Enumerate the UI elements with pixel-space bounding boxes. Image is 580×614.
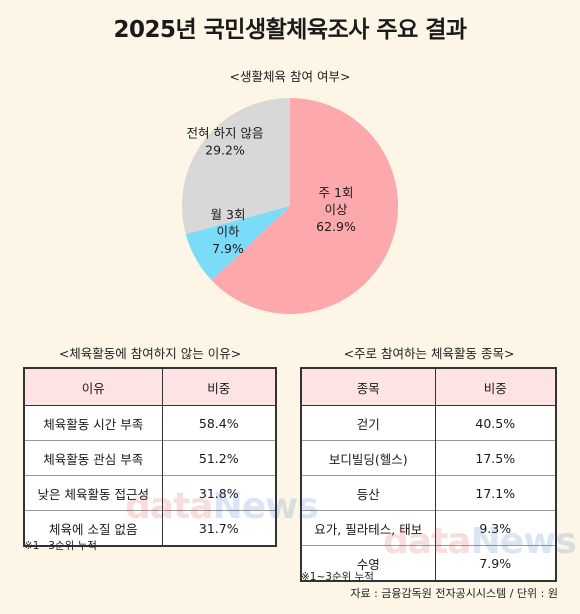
activities-table: 종목 비중 걷기 40.5% 보디빌딩(헬스) 17.5% 등산 17.1% 요… (300, 367, 557, 582)
pie-label-2: 전혀 하지 않음 29.2% (187, 126, 264, 158)
pie-label-1: 월 3회 이하 7.9% (211, 207, 246, 256)
table-row: 체육활동 시간 부족 58.4% (24, 405, 276, 441)
pie-slice-1 (185, 206, 290, 281)
table-row: 체육에 소질 없음 31.7% (24, 510, 276, 546)
reasons-section-title: <체육활동에 참여하지 않는 이유> (58, 346, 242, 361)
table-row: 걷기 40.5% (301, 405, 556, 441)
reason-cell: 체육에 소질 없음 (24, 510, 162, 546)
table-row: 보디빌딩(헬스) 17.5% (301, 440, 556, 476)
reasons-header-share: 비중 (161, 368, 276, 406)
reason-cell: 체육활동 시간 부족 (24, 405, 162, 441)
table-header-row: 종목 비중 (301, 368, 556, 406)
reasons-footnote: ※1~3순위 누적 (24, 540, 97, 552)
activities-header-type: 종목 (301, 368, 435, 406)
share-cell: 17.5% (434, 440, 556, 476)
activity-cell: 걷기 (301, 405, 435, 441)
activities-section-title: <주로 참여하는 체육활동 종목> (343, 346, 515, 361)
pie-label-0: 주 1회 이상 62.9% (316, 185, 356, 234)
table-row: 요가, 필라테스, 태보 9.3% (301, 510, 556, 546)
reasons-header-reason: 이유 (24, 368, 162, 406)
activities-header-share: 비중 (434, 368, 556, 406)
reason-cell: 낮은 체육활동 접근성 (24, 475, 162, 511)
share-cell: 31.7% (161, 510, 276, 546)
activity-cell: 수영 (301, 545, 435, 581)
reasons-table: 이유 비중 체육활동 시간 부족 58.4% 체육활동 관심 부족 51.2% … (23, 367, 277, 547)
pie-chart-title: <생활체육 참여 여부> (229, 69, 351, 84)
table-row: 체육활동 관심 부족 51.2% (24, 440, 276, 476)
table-header-row: 이유 비중 (24, 368, 276, 406)
page-title: 2025년 국민생활체육조사 주요 결과 (113, 17, 467, 43)
pie-slice-2 (182, 98, 290, 235)
table-row: 낮은 체육활동 접근성 31.8% (24, 475, 276, 511)
activity-cell: 등산 (301, 475, 435, 511)
pie-slice-0 (211, 98, 399, 314)
activity-cell: 보디빌딩(헬스) (301, 440, 435, 476)
share-cell: 31.8% (161, 475, 276, 511)
activity-cell: 요가, 필라테스, 태보 (301, 510, 435, 546)
pie-chart: 주 1회 이상 62.9% 월 3회 이하 7.9% 전혀 하지 않음 29.2% (182, 98, 399, 314)
source-note: 자료 : 금융감독원 전자공시시스템 / 단위 : 원 (350, 587, 558, 600)
share-cell: 17.1% (434, 475, 556, 511)
share-cell: 7.9% (434, 545, 556, 581)
activities-footnote: ※1~3순위 누적 (301, 571, 374, 583)
table-row: 수영 7.9% (301, 545, 556, 581)
table-row: 등산 17.1% (301, 475, 556, 511)
share-cell: 40.5% (434, 405, 556, 441)
share-cell: 51.2% (161, 440, 276, 476)
reason-cell: 체육활동 관심 부족 (24, 440, 162, 476)
share-cell: 9.3% (434, 510, 556, 546)
share-cell: 58.4% (161, 405, 276, 441)
